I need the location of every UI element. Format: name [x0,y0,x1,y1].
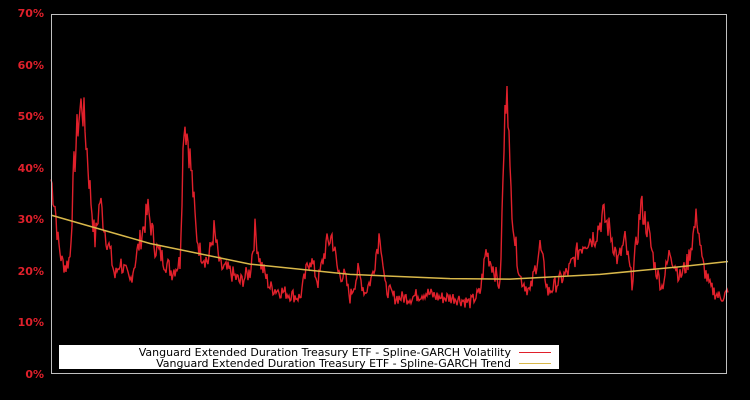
volatility-line [50,85,729,309]
y-tick-label: 20% [17,264,44,278]
y-tick-label: 70% [17,7,44,20]
legend-swatch-yellow [519,362,551,364]
legend: Vanguard Extended Duration Treasury ETF … [59,345,559,370]
trend-line [50,214,729,280]
y-tick-label: 60% [17,58,44,72]
y-tick-label: 40% [17,161,44,175]
legend-item-trend: Vanguard Extended Duration Treasury ETF … [156,356,551,370]
y-tick-label: 30% [17,213,44,227]
legend-item-volatility: Vanguard Extended Duration Treasury ETF … [138,345,551,359]
legend-swatch-red [519,351,551,353]
y-tick-label: 0% [25,368,44,381]
legend-label: Vanguard Extended Duration Treasury ETF … [156,356,511,370]
plot-area [51,14,727,374]
y-tick-label: 10% [17,316,44,330]
y-tick-label: 50% [17,110,44,124]
legend-label: Vanguard Extended Duration Treasury ETF … [138,345,511,359]
